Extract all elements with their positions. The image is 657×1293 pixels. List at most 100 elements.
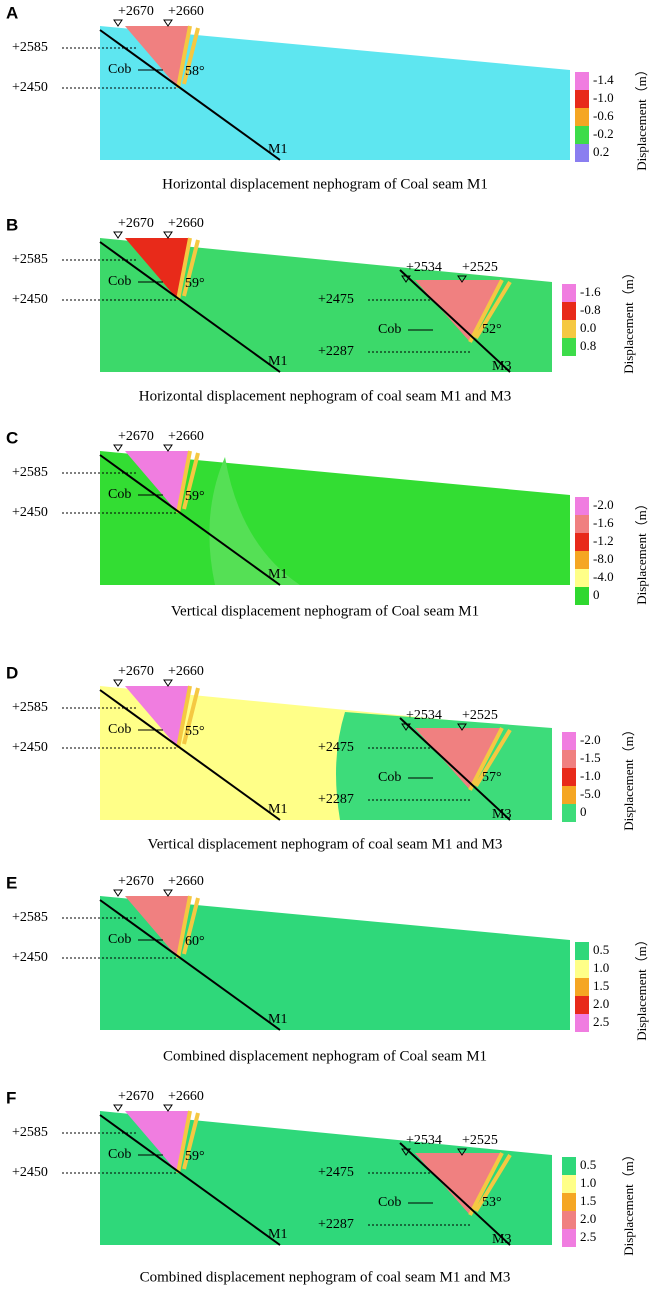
panel-letter: D: [6, 663, 18, 682]
left-elevation: +2475: [318, 292, 354, 307]
seam-name: M1: [268, 142, 287, 157]
legend-label: 1.0: [580, 1175, 596, 1190]
legend-swatch: [575, 108, 589, 126]
legend-swatch: [562, 1193, 576, 1211]
top-elevation: +2670: [118, 874, 154, 889]
coal-seam-line: [99, 29, 281, 161]
seam-name: M1: [268, 802, 287, 817]
top-elevation: +2660: [168, 216, 204, 231]
dip-angle: 53°: [482, 1195, 502, 1210]
goaf-zone: [415, 280, 502, 342]
coal-seam-line: [399, 269, 511, 373]
cob-label: Cob: [108, 487, 131, 502]
coal-seam-line: [99, 899, 281, 1031]
panel-letter: B: [6, 215, 18, 234]
legend-label: -2.0: [580, 732, 601, 747]
legend-label: -1.4: [593, 72, 614, 87]
seam-name: M3: [492, 807, 511, 822]
legend-swatch: [575, 497, 589, 515]
legend-label: -1.6: [580, 284, 601, 299]
legend-swatch: [562, 804, 576, 822]
legend-swatch: [575, 1014, 589, 1032]
coal-seam-line: [99, 1114, 281, 1246]
legend-swatch: [562, 750, 576, 768]
elevation-marker: [163, 231, 173, 239]
legend-label: 0: [580, 804, 587, 819]
goaf-edge: [176, 450, 200, 514]
legend-swatch: [575, 569, 589, 587]
legend-label: 0.8: [580, 338, 596, 353]
goaf-zone: [125, 26, 190, 88]
legend-swatch: [562, 302, 576, 320]
panel-letter: F: [6, 1088, 16, 1107]
seam-name: M1: [268, 1012, 287, 1027]
left-elevation: +2287: [318, 792, 354, 807]
goaf-zone: [415, 1153, 502, 1215]
dip-angle: 60°: [185, 934, 205, 949]
goaf-edge: [468, 279, 512, 343]
legend-swatch: [562, 338, 576, 356]
goaf-zone: [125, 238, 190, 300]
caption: Horizontal displacement nephogram of Coa…: [162, 176, 488, 192]
legend-label: -1.0: [580, 768, 601, 783]
top-elevation: +2525: [462, 1133, 498, 1148]
cob-label: Cob: [108, 932, 131, 947]
left-elevation: +2287: [318, 344, 354, 359]
legend-label: 1.5: [580, 1193, 596, 1208]
top-elevation: +2525: [462, 708, 498, 723]
legend-title: Displacement（m）: [634, 63, 649, 171]
elevation-marker: [457, 1148, 467, 1156]
seam-name: M3: [492, 359, 511, 374]
left-elevation: +2475: [318, 1165, 354, 1180]
goaf-zone: [125, 1111, 190, 1173]
legend-swatch: [562, 284, 576, 302]
legend-swatch: [575, 144, 589, 162]
top-elevation: +2660: [168, 4, 204, 19]
cob-label: Cob: [108, 274, 131, 289]
goaf-edge: [468, 727, 512, 791]
legend-swatch: [575, 587, 589, 605]
legend-swatch: [562, 1157, 576, 1175]
model-body: [100, 896, 570, 1030]
legend-swatch: [562, 1229, 576, 1247]
legend-swatch: [562, 786, 576, 804]
caption: Combined displacement nephogram of Coal …: [163, 1048, 487, 1064]
legend-title: Displacement（m）: [621, 1148, 636, 1256]
legend-swatch: [575, 978, 589, 996]
seam-name: M1: [268, 1227, 287, 1242]
elevation-marker: [163, 889, 173, 897]
legend-swatch: [575, 126, 589, 144]
legend-swatch: [562, 1211, 576, 1229]
seam-name: M3: [492, 1232, 511, 1247]
model-body: [100, 238, 552, 372]
left-elevation: +2585: [12, 700, 48, 715]
legend-title: Displacement（m）: [634, 933, 649, 1041]
elevation-marker: [401, 275, 411, 283]
elevation-marker: [163, 679, 173, 687]
legend-label: -2.0: [593, 497, 614, 512]
legend-label: 2.0: [593, 996, 609, 1011]
left-elevation: +2585: [12, 1125, 48, 1140]
panel-letter: E: [6, 873, 17, 892]
legend-swatch: [575, 960, 589, 978]
coal-seam-line: [399, 1142, 511, 1246]
elevation-marker: [401, 723, 411, 731]
left-elevation: +2585: [12, 910, 48, 925]
legend-label: 2.5: [593, 1014, 609, 1029]
legend-label: -0.6: [593, 108, 614, 123]
dip-angle: 59°: [185, 1149, 205, 1164]
legend-swatch: [575, 533, 589, 551]
dip-angle: 58°: [185, 64, 205, 79]
legend-label: -0.2: [593, 126, 614, 141]
panel-letter: C: [6, 428, 18, 447]
legend-title: Displacement（m）: [634, 497, 649, 605]
elevation-marker: [113, 231, 123, 239]
legend-label: 1.5: [593, 978, 609, 993]
legend-label: -8.0: [593, 551, 614, 566]
legend-label: -4.0: [593, 569, 614, 584]
elevation-marker: [163, 1104, 173, 1112]
elevation-marker: [113, 679, 123, 687]
legend-swatch: [562, 320, 576, 338]
legend-label: 2.5: [580, 1229, 596, 1244]
